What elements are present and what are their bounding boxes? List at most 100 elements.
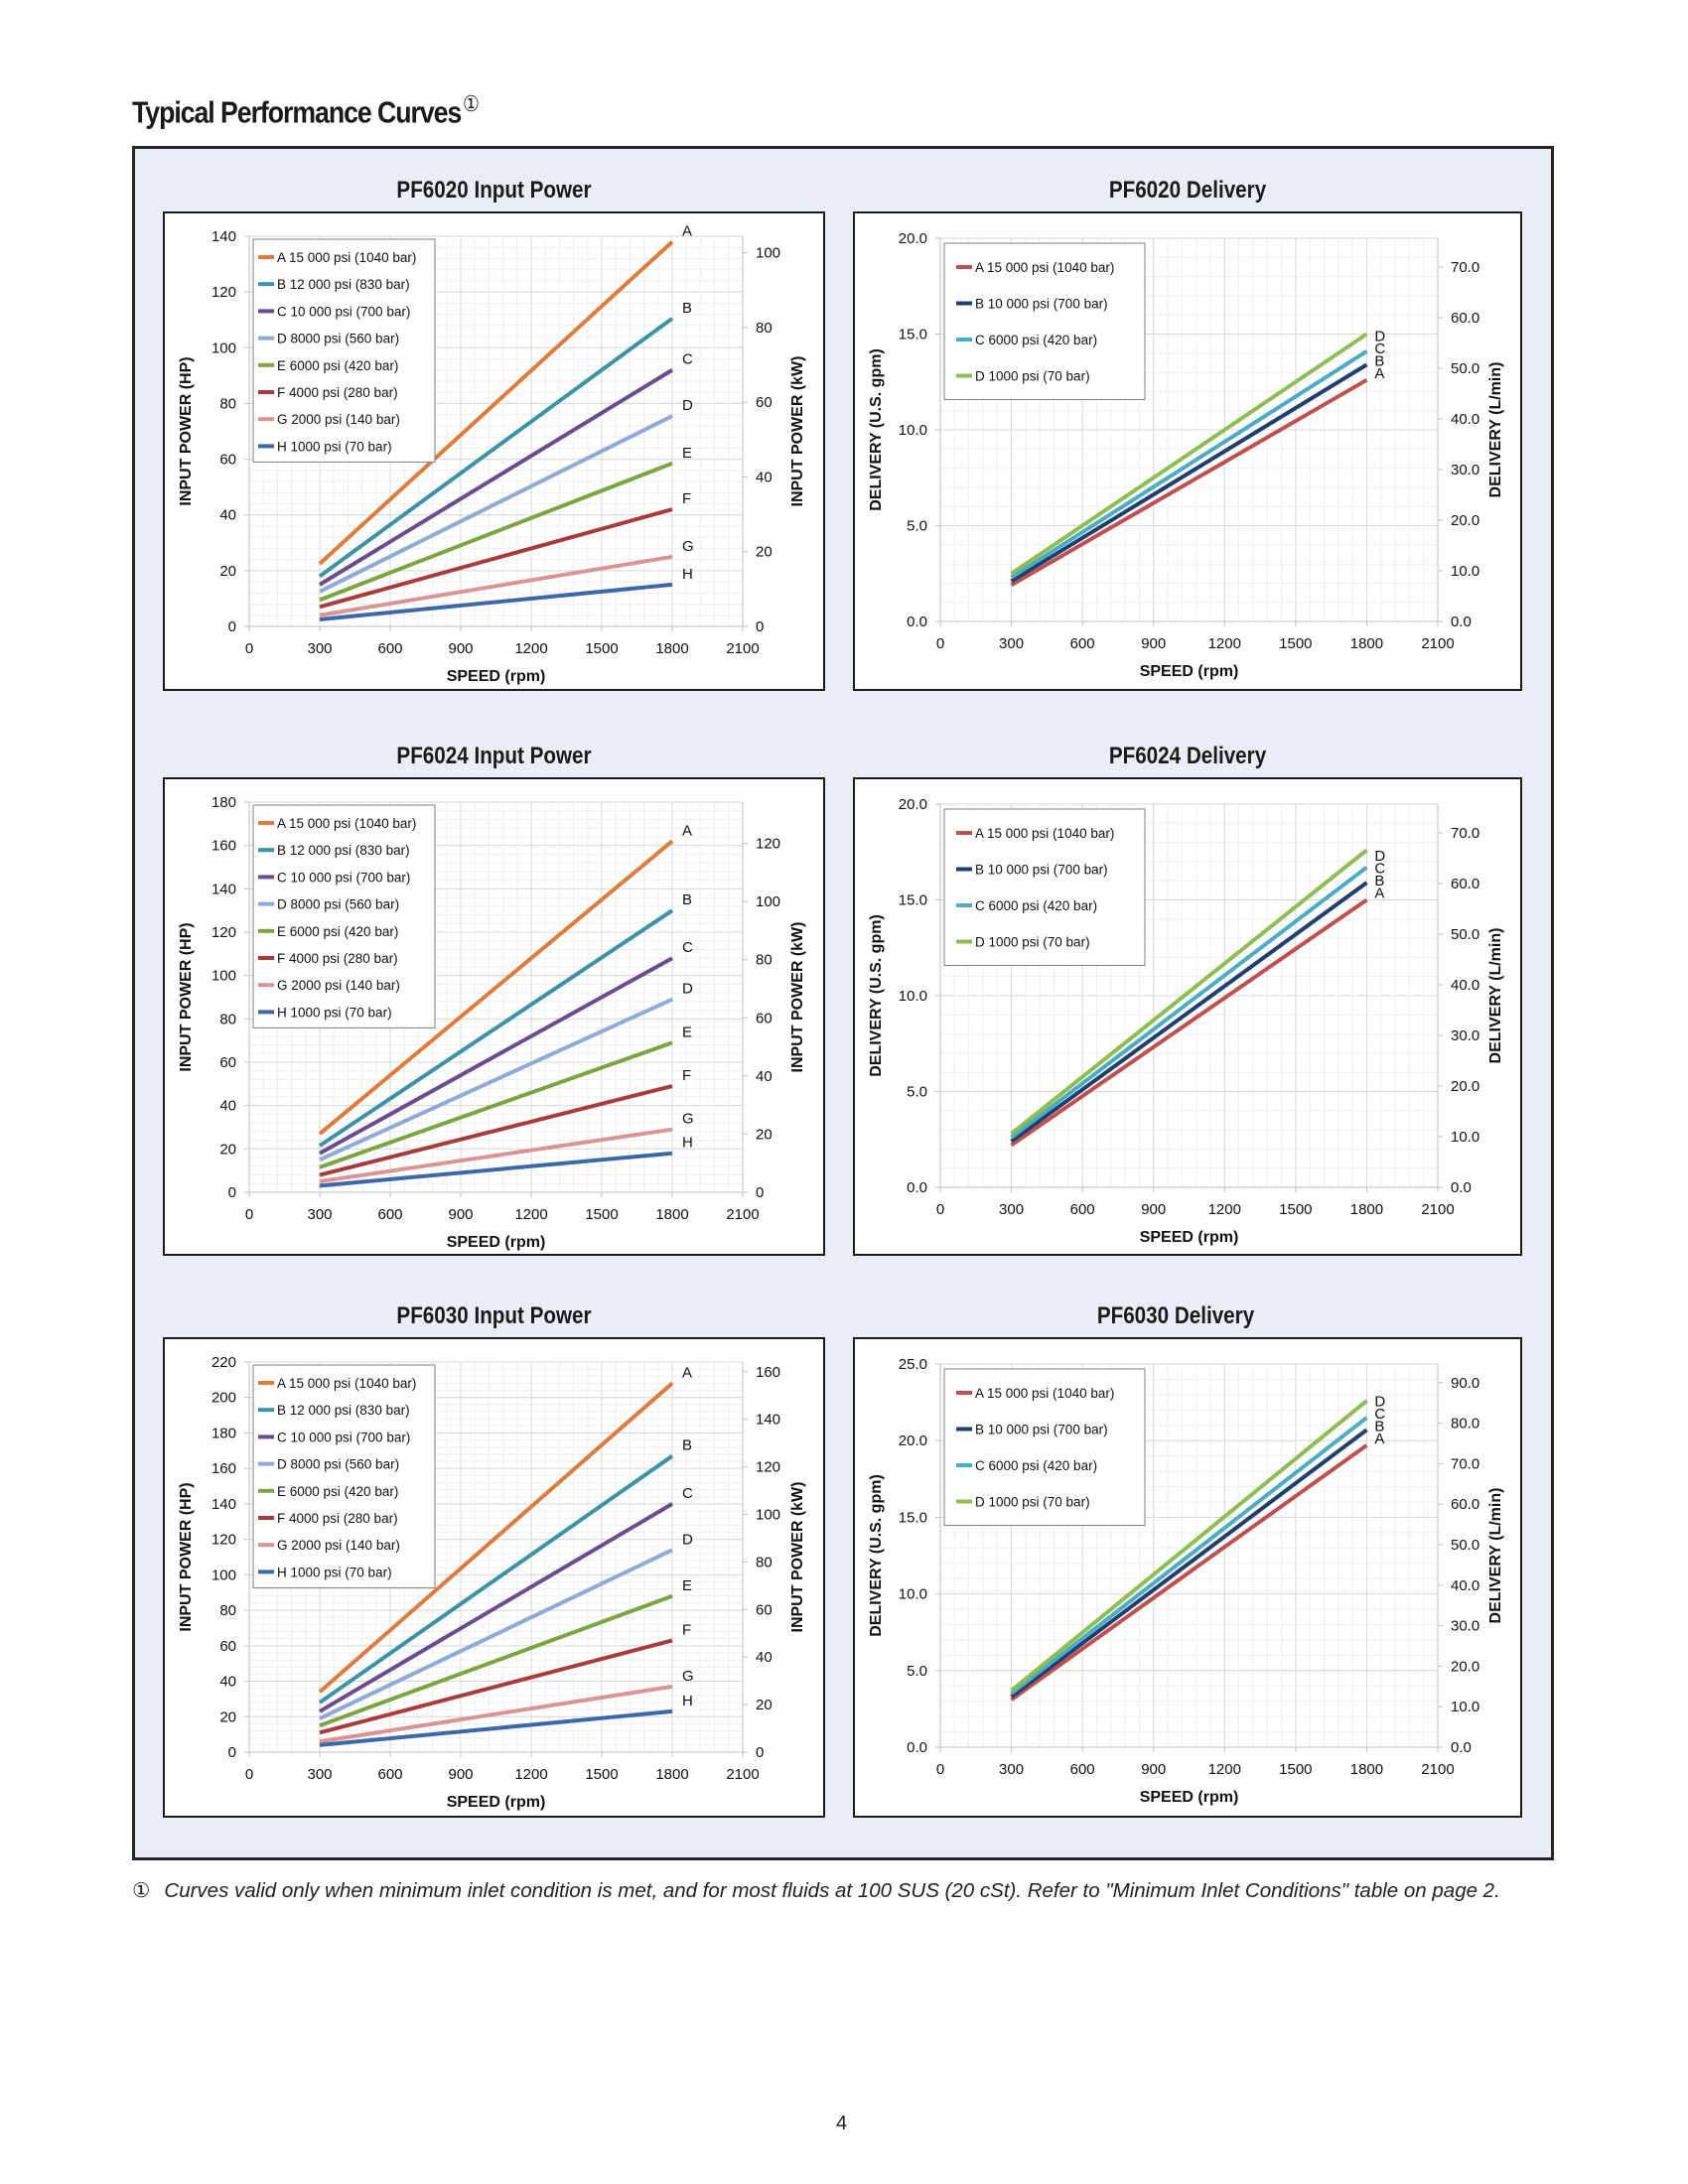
legend-label-h: H 1000 psi (70 bar) xyxy=(277,1005,392,1020)
y-tick-label: 220 xyxy=(211,1354,236,1371)
legend-box xyxy=(252,238,436,463)
chart-pf6024-power: 0 300 600 900 1200 1500 1800 2100 0 20 40 60 80 100 12… xyxy=(163,777,825,1256)
page-title-text: Typical Performance Curves xyxy=(132,94,462,130)
legend: A 15 000 psi (1040 bar) B 10 000 psi (700… xyxy=(943,1368,1146,1526)
chart-pf6030-delivery: 0 300 600 900 1200 1500 1800 2100 0.0 5.0 10.0 15.0… xyxy=(853,1337,1522,1818)
legend-label-d: D 8000 psi (560 bar) xyxy=(277,1457,399,1472)
y2-axis-label: INPUT POWER (kW) xyxy=(789,356,806,507)
series-line-g xyxy=(319,1684,673,1744)
chart-title-pf6020-power: PF6020 Input Power xyxy=(396,177,592,204)
series-line-c xyxy=(319,956,673,1156)
y2-tick-label: 0 xyxy=(756,618,764,635)
y-axis-label: INPUT POWER (HP) xyxy=(178,356,195,505)
series-line-a xyxy=(1010,1443,1368,1702)
legend-label-f: F 4000 psi (280 bar) xyxy=(277,951,398,966)
y-tick-label: 40 xyxy=(219,1098,236,1115)
series-line-b xyxy=(318,317,674,579)
x-tick-label: 2100 xyxy=(1421,1761,1454,1778)
y-tick-label: 120 xyxy=(211,1532,236,1549)
legend-label-g: G 2000 psi (140 bar) xyxy=(277,1538,400,1553)
legend-label-h: H 1000 psi (70 bar) xyxy=(277,439,392,454)
series-end-label-h: H xyxy=(682,1135,693,1152)
y2-tick-label: 70.0 xyxy=(1451,1455,1479,1472)
y2-tick-label: 80 xyxy=(756,320,773,337)
x-tick-label: 600 xyxy=(377,640,402,657)
y2-tick-label: 120 xyxy=(756,836,780,853)
chart-svg: 0 300 600 900 1200 1500 1800 2100 0.0 5.0 10.0 15.0… xyxy=(868,1356,1504,1806)
y-tick-label: 40 xyxy=(219,1674,236,1691)
y2-tick-label: 60.0 xyxy=(1451,310,1479,327)
chart-svg: 0 300 600 900 1200 1500 1800 210002040608010012… xyxy=(178,1354,806,1811)
y-tick-label: 0 xyxy=(228,618,236,635)
series-line-c xyxy=(1010,866,1368,1140)
x-tick-label: 0 xyxy=(245,640,253,657)
x-axis-label: SPEED (rpm) xyxy=(1140,1789,1239,1806)
chart-pf6024-delivery: 0 300 600 900 1200 1500 1800 2100 0.0 5.0 10.0 15.0… xyxy=(853,777,1522,1256)
legend-label-e: E 6000 psi (420 bar) xyxy=(277,1484,398,1499)
y-tick-label: 5.0 xyxy=(907,1084,927,1101)
x-tick-label: 1200 xyxy=(514,1766,547,1783)
y-axis-label: INPUT POWER (HP) xyxy=(178,922,195,1071)
x-tick-label: 1800 xyxy=(655,640,688,657)
legend-label-c: C 6000 psi (420 bar) xyxy=(975,1458,1097,1473)
series-line-d xyxy=(319,1548,673,1720)
y2-tick-label: 40 xyxy=(756,1649,773,1666)
legend-label-a: A 15 000 psi (1040 bar) xyxy=(277,1376,416,1391)
series-line-d xyxy=(319,414,673,594)
y2-tick-label: 30.0 xyxy=(1451,1618,1479,1635)
y2-tick-label: 50.0 xyxy=(1451,1537,1479,1554)
x-tick-label: 900 xyxy=(1141,1761,1166,1778)
series-line-d xyxy=(1010,848,1368,1136)
legend-label-d: D 8000 psi (560 bar) xyxy=(277,332,399,346)
series-end-label-d: D xyxy=(1374,848,1385,865)
y-tick-label: 20.0 xyxy=(899,1433,927,1449)
series-line-a xyxy=(318,839,674,1136)
legend-label-c: C 6000 psi (420 bar) xyxy=(975,333,1097,347)
chart-svg: 0 300 600 900 1200 1500 1800 210002040608010012… xyxy=(178,794,806,1251)
y2-tick-label: 40 xyxy=(756,1068,773,1085)
y2-tick-label: 120 xyxy=(756,1459,780,1476)
y2-tick-label: 20 xyxy=(756,1126,773,1143)
y2-tick-label: 100 xyxy=(756,245,780,262)
legend-label-e: E 6000 psi (420 bar) xyxy=(277,358,398,373)
x-tick-label: 600 xyxy=(1070,1201,1095,1218)
legend-label-d: D 8000 psi (560 bar) xyxy=(277,897,399,912)
y2-tick-label: 60.0 xyxy=(1451,1496,1479,1513)
chart-svg: 0 300 600 900 1200 1500 1800 2100 0.0 5.0 10.0 15.0… xyxy=(868,230,1504,680)
y-tick-label: 20 xyxy=(219,1141,236,1158)
x-tick-label: 0 xyxy=(245,1766,253,1783)
legend-label-b: B 10 000 psi (700 bar) xyxy=(975,297,1108,312)
series-end-label-g: G xyxy=(682,1668,694,1685)
x-tick-label: 600 xyxy=(1070,635,1095,652)
series-end-label-f: F xyxy=(682,490,691,507)
x-tick-label: 2100 xyxy=(726,640,759,657)
x-tick-label: 900 xyxy=(1141,635,1166,652)
x-axis-label: SPEED (rpm) xyxy=(447,1794,546,1811)
footnote: ① Curves valid only when minimum inlet co… xyxy=(132,1878,1500,1903)
series-end-label-h: H xyxy=(682,566,693,583)
x-tick-label: 300 xyxy=(307,1766,332,1783)
y-tick-label: 140 xyxy=(211,881,236,897)
series-line-b xyxy=(1010,362,1368,584)
x-tick-label: 1500 xyxy=(585,640,618,657)
y2-tick-label: 80 xyxy=(756,1554,773,1570)
y2-tick-label: 10.0 xyxy=(1451,1129,1479,1146)
x-tick-label: 900 xyxy=(448,1766,473,1783)
x-tick-label: 0 xyxy=(936,1761,944,1778)
legend-label-f: F 4000 psi (280 bar) xyxy=(277,385,398,400)
x-tick-label: 1200 xyxy=(1208,1761,1241,1778)
y-tick-label: 20 xyxy=(219,563,236,580)
footnote-text: Curves valid only when minimum inlet con… xyxy=(164,1879,1500,1902)
x-tick-label: 300 xyxy=(999,1761,1024,1778)
x-tick-label: 900 xyxy=(448,640,473,657)
y-tick-label: 160 xyxy=(211,1460,236,1477)
legend-label-a: A 15 000 psi (1040 bar) xyxy=(975,1386,1114,1401)
chart-title-pf6024-power: PF6024 Input Power xyxy=(396,743,592,769)
series-end-label-b: B xyxy=(1374,1418,1384,1434)
x-tick-label: 600 xyxy=(377,1206,402,1223)
y-tick-label: 180 xyxy=(211,794,236,811)
y-tick-label: 5.0 xyxy=(907,1663,927,1680)
series-end-label-a: A xyxy=(1374,1431,1384,1447)
y2-tick-label: 20 xyxy=(756,544,773,561)
legend-label-d: D 1000 psi (70 bar) xyxy=(975,935,1090,950)
